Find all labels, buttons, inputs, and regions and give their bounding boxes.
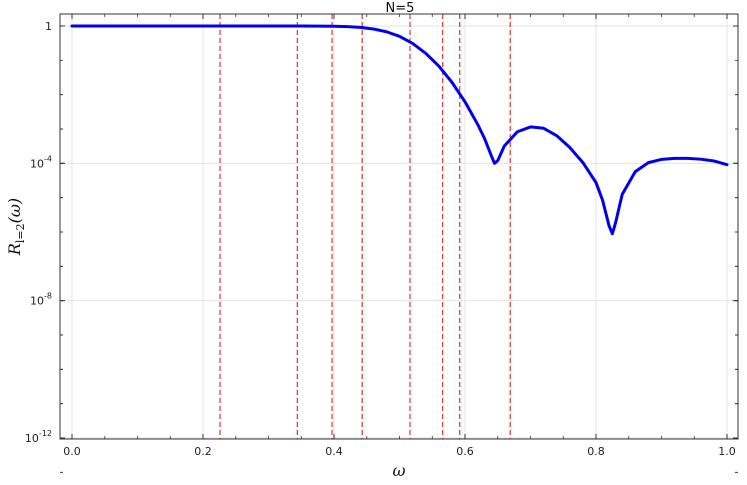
y-tick-label-exponent: -8 [44, 292, 52, 301]
x-tick-label: 0.0 [63, 445, 81, 458]
y-tick-label-exponent: -4 [44, 154, 52, 163]
y-axis-title-subscript: l=2 [14, 223, 27, 243]
series-layer [70, 24, 729, 236]
y-tick-label-base: 10 [30, 295, 44, 308]
plot-frame [59, 13, 739, 440]
x-tick-label: 0.6 [456, 445, 474, 458]
x-tick-label: 1.0 [718, 445, 736, 458]
y-tick-label-base: 10 [25, 432, 39, 445]
y-tick-label: 10-4 [30, 154, 52, 170]
y-tick-label: 1 [45, 20, 52, 33]
x-tick-label: 0.4 [325, 445, 343, 458]
y-tick-label: 10-8 [30, 292, 52, 308]
chart-title: N=5 [386, 1, 415, 16]
y-tick-label: 10-12 [25, 429, 52, 445]
series-line [70, 24, 729, 236]
x-axis-title: ω [392, 461, 405, 480]
y-axis-title-suffix: (ω) [5, 198, 24, 224]
reference-lines [219, 14, 511, 439]
y-axis-title-main: R [5, 243, 24, 256]
x-tick-label: 0.8 [587, 445, 605, 458]
y-tick-label-exponent: -12 [39, 429, 52, 438]
y-tick-label-base: 10 [30, 157, 44, 170]
x-tick-label: 0.2 [194, 445, 212, 458]
y-axis-title: Rl=2(ω) [5, 198, 27, 256]
